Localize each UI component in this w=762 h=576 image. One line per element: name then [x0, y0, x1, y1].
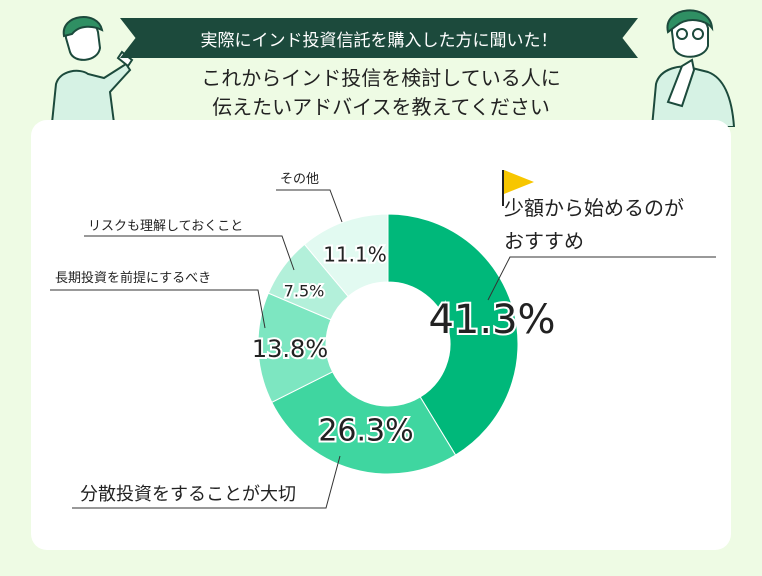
question-line-2: 伝えたいアドバイスを教えてください — [212, 95, 550, 119]
question-title: これからインド投信を検討している人に 伝えたいアドバイスを教えてください — [150, 64, 612, 122]
question-line-1: これからインド投信を検討している人に — [201, 66, 561, 90]
person-thinking-icon — [650, 9, 736, 127]
leader-line — [84, 235, 295, 271]
data-label: 41.3% — [428, 297, 555, 343]
slice-label: おすすめ — [504, 229, 584, 253]
slice-label: 長期投資を前提にするべき — [55, 270, 211, 286]
donut-slice — [303, 213, 389, 298]
data-label: 13.8% — [252, 335, 328, 363]
leader-line — [50, 289, 266, 329]
data-label: 11.1% — [323, 243, 387, 267]
person-pointing-icon — [50, 16, 134, 123]
leader-line — [276, 189, 343, 223]
data-label: 7.5% — [284, 282, 325, 301]
slice-label: 少額から始めるのが — [504, 196, 684, 220]
slice-label: その他 — [280, 172, 319, 187]
donut-slice — [271, 371, 457, 475]
data-label: 26.3% — [318, 414, 413, 449]
slice-label: リスクも理解しておくこと — [88, 219, 243, 234]
flag-icon — [504, 170, 534, 194]
leader-line — [72, 455, 341, 509]
chart-card — [31, 120, 731, 550]
survey-banner: 実際にインド投資信託を購入した方に聞いた！ — [120, 18, 638, 58]
slice-label: 分散投資をすることが大切 — [80, 484, 296, 505]
leader-line — [487, 256, 716, 301]
donut-slice — [387, 213, 519, 456]
